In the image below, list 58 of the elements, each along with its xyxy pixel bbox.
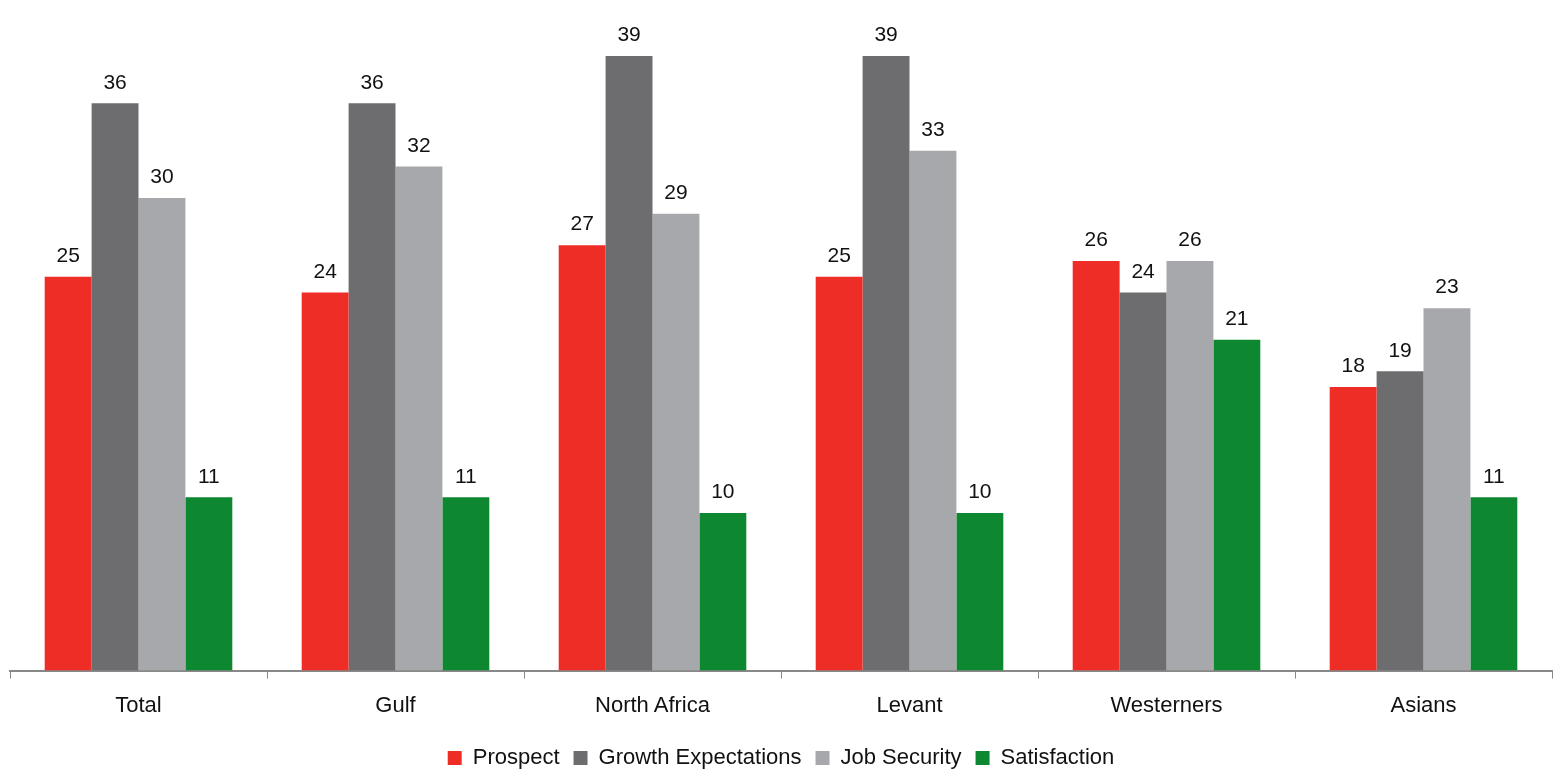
- bar: [348, 103, 396, 671]
- x-tick-label: Gulf: [375, 691, 417, 717]
- bar: [605, 56, 653, 671]
- data-label: 39: [874, 22, 898, 46]
- data-label: 24: [313, 258, 338, 282]
- bar: [1470, 497, 1518, 671]
- bar: [395, 166, 443, 671]
- data-label: 23: [1435, 274, 1459, 298]
- data-label: 26: [1084, 227, 1108, 251]
- data-label: 21: [1225, 306, 1249, 330]
- data-label: 11: [197, 463, 220, 487]
- legend-label: Satisfaction: [1000, 744, 1115, 770]
- bar: [956, 513, 1004, 671]
- data-label: 25: [56, 242, 80, 266]
- bar: [44, 276, 92, 671]
- data-label: 11: [1482, 463, 1505, 487]
- data-label: 10: [711, 479, 735, 503]
- data-label: 27: [570, 211, 594, 235]
- data-label: 39: [617, 22, 641, 46]
- legend-label: Job Security: [840, 744, 962, 770]
- bar: [1423, 308, 1471, 671]
- x-tick-label: Asians: [1390, 691, 1457, 717]
- bar: [909, 150, 957, 671]
- data-label: 11: [454, 463, 477, 487]
- bar: [138, 197, 186, 671]
- bar: [815, 276, 863, 671]
- x-tick-label: North Africa: [595, 691, 711, 717]
- data-label: 19: [1388, 337, 1412, 361]
- bar: [1072, 260, 1120, 671]
- data-label: 24: [1131, 258, 1156, 282]
- legend-label: Prospect: [472, 744, 560, 770]
- data-label: 36: [103, 69, 127, 93]
- bar: [1119, 292, 1167, 671]
- legend-label: Growth Expectations: [598, 744, 802, 770]
- bar: [1376, 371, 1424, 671]
- bar: [91, 103, 139, 671]
- data-label: 29: [664, 179, 688, 203]
- bar: [652, 213, 700, 671]
- data-label: 18: [1341, 353, 1365, 377]
- data-label: 25: [827, 242, 851, 266]
- data-label: 30: [150, 164, 174, 188]
- bar: [862, 56, 910, 671]
- data-label: 26: [1178, 227, 1202, 251]
- x-tick-label: Total: [115, 691, 162, 717]
- x-tick-label: Westerners: [1110, 691, 1223, 717]
- bar: [301, 292, 349, 671]
- x-tick-label: Levant: [876, 691, 943, 717]
- data-label: 10: [968, 479, 992, 503]
- data-label: 33: [921, 116, 945, 140]
- bar: [558, 245, 606, 671]
- data-label: 32: [407, 132, 431, 156]
- bar: [1329, 386, 1377, 671]
- bar: [442, 497, 490, 671]
- bar: [699, 513, 747, 671]
- data-label: 36: [360, 69, 384, 93]
- bar: [1166, 260, 1214, 671]
- bar: [185, 497, 233, 671]
- bar: [1213, 339, 1261, 671]
